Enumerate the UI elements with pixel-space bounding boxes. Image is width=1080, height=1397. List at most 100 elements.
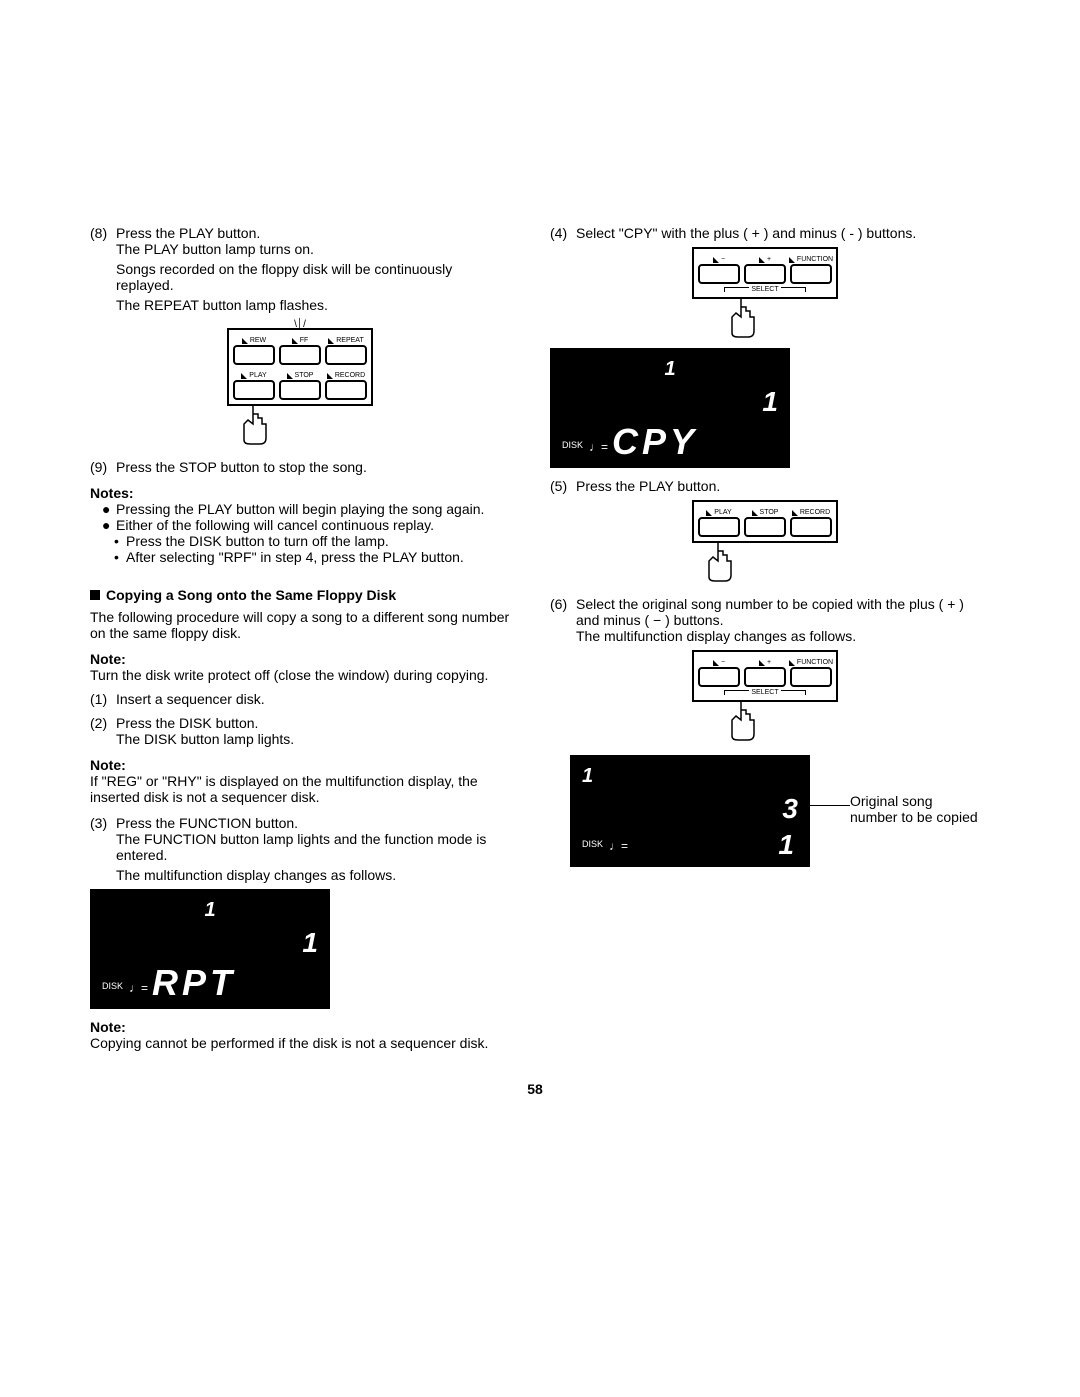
disp-disk: DISK [582, 839, 603, 849]
text: Select "CPY" with the plus ( + ) and min… [576, 225, 980, 241]
minus-button[interactable] [698, 667, 740, 687]
text: Press the FUNCTION button. [116, 815, 510, 831]
step-9: (9) Press the STOP button to stop the so… [90, 459, 510, 475]
rew-button[interactable] [233, 345, 275, 365]
step-number: (5) [550, 478, 576, 494]
annotation-line [810, 805, 850, 806]
sub-bullet: •After selecting "RPF" in step 4, press … [114, 549, 510, 565]
text: Select the original song number to be co… [576, 596, 980, 628]
disp-right: 1 [562, 386, 778, 418]
btn-label: + [767, 659, 771, 666]
text: Songs recorded on the floppy disk will b… [116, 261, 510, 293]
plus-button[interactable] [744, 264, 786, 284]
text: Press the DISK button to turn off the la… [126, 533, 389, 549]
step-number: (1) [90, 691, 116, 707]
btn-label: RECORD [335, 372, 365, 379]
stop-button[interactable] [744, 517, 786, 537]
text: The PLAY button lamp turns on. [116, 241, 510, 257]
step-3: (3) Press the FUNCTION button. The FUNCT… [90, 815, 510, 883]
disp-bottom-right: 1 [778, 831, 798, 859]
step-8: (8) Press the PLAY button. The PLAY butt… [90, 225, 510, 313]
select-label: SELECT [751, 689, 778, 696]
stop-button[interactable] [279, 380, 321, 400]
step-6: (6) Select the original song number to b… [550, 596, 980, 644]
function-button[interactable] [790, 264, 832, 284]
btn-label: − [721, 256, 725, 263]
disp-right: 3 [582, 793, 798, 825]
text: Press the STOP button to stop the song. [116, 459, 510, 475]
text: The REPEAT button lamp flashes. [116, 297, 510, 313]
text: If "REG" or "RHY" is displayed on the mu… [90, 773, 510, 805]
display-with-annotation: 1 3 DISK ♩= 1 Original song number to be… [550, 755, 980, 867]
note-label: Note: [90, 651, 510, 667]
sub-bullet: •Press the DISK button to turn off the l… [114, 533, 510, 549]
step-5: (5) Press the PLAY button. [550, 478, 980, 494]
btn-label: FUNCTION [797, 659, 833, 666]
section-heading: Copying a Song onto the Same Floppy Disk [90, 587, 510, 603]
display-3: 1 3 DISK ♩= 1 [570, 755, 810, 867]
step-number: (4) [550, 225, 576, 241]
btn-label: PLAY [249, 372, 266, 379]
disp-note: ♩= [129, 981, 148, 995]
text: Insert a sequencer disk. [116, 691, 510, 707]
btn-label: REW [250, 337, 266, 344]
hand-icon [506, 700, 980, 745]
right-column: (4) Select "CPY" with the plus ( + ) and… [550, 225, 980, 1051]
btn-label: PLAY [714, 509, 731, 516]
text: After selecting "RPF" in step 4, press t… [126, 549, 464, 565]
text: Pressing the PLAY button will begin play… [116, 501, 484, 517]
disp-seg: RPT [152, 965, 236, 1001]
step-number: (9) [90, 459, 116, 475]
note-label: Note: [90, 1019, 510, 1035]
notes-label: Notes: [90, 485, 510, 501]
bullet: ●Either of the following will cancel con… [102, 517, 510, 533]
disp-note: ♩= [609, 839, 628, 853]
btn-label: STOP [295, 372, 314, 379]
step-number: (3) [90, 815, 116, 883]
btn-label: − [721, 659, 725, 666]
function-button[interactable] [790, 667, 832, 687]
hand-icon [0, 404, 510, 449]
record-button[interactable] [325, 380, 367, 400]
step-number: (8) [90, 225, 116, 313]
text: Copying cannot be performed if the disk … [90, 1035, 510, 1051]
square-icon [90, 590, 100, 600]
record-button[interactable] [790, 517, 832, 537]
button-panel-6: \│/ REW FF REPEAT PLAY STOP RECORD [90, 319, 510, 449]
play-button[interactable] [233, 380, 275, 400]
display-rpt: 1 1 DISK ♩= RPT [90, 889, 510, 1009]
minus-button[interactable] [698, 264, 740, 284]
btn-label: RECORD [800, 509, 830, 516]
text: Either of the following will cancel cont… [116, 517, 434, 533]
left-column: (8) Press the PLAY button. The PLAY butt… [90, 225, 510, 1051]
hand-icon [506, 297, 980, 342]
btn-label: STOP [760, 509, 779, 516]
text: The multifunction display changes as fol… [116, 867, 510, 883]
step-4: (4) Select "CPY" with the plus ( + ) and… [550, 225, 980, 241]
btn-label: FUNCTION [797, 256, 833, 263]
heading-text: Copying a Song onto the Same Floppy Disk [106, 587, 396, 603]
text: Press the DISK button. [116, 715, 510, 731]
hand-icon [460, 541, 980, 586]
text: Press the PLAY button. [116, 225, 510, 241]
disp-seg: CPY [612, 424, 698, 460]
repeat-button[interactable] [325, 345, 367, 365]
step-body: Press the PLAY button. The PLAY button l… [116, 225, 510, 313]
select-label: SELECT [751, 286, 778, 293]
text: The multifunction display changes as fol… [576, 628, 980, 644]
text: Press the PLAY button. [576, 478, 980, 494]
play-button[interactable] [698, 517, 740, 537]
btn-label: + [767, 256, 771, 263]
bullet: ●Pressing the PLAY button will begin pla… [102, 501, 510, 517]
text: The FUNCTION button lamp lights and the … [116, 831, 510, 863]
btn-label: REPEAT [336, 337, 364, 344]
ff-button[interactable] [279, 345, 321, 365]
button-panel-select-1: − + FUNCTION SELECT [550, 247, 980, 342]
manual-page: (8) Press the PLAY button. The PLAY butt… [0, 0, 1080, 1137]
intro-text: The following procedure will copy a song… [90, 609, 510, 641]
step-number: (2) [90, 715, 116, 747]
plus-button[interactable] [744, 667, 786, 687]
disp-right: 1 [102, 927, 318, 959]
btn-label: FF [300, 337, 309, 344]
display-cpy: 1 1 DISK ♩= CPY [550, 348, 980, 468]
